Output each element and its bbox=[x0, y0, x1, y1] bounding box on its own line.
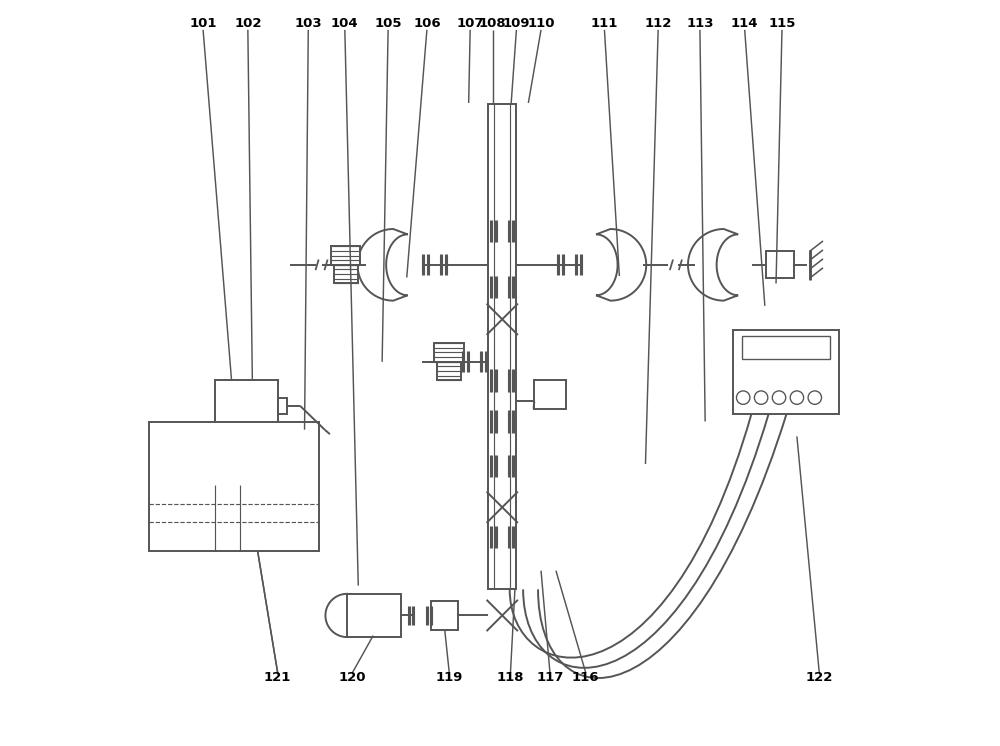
Text: 105: 105 bbox=[374, 17, 402, 31]
Text: 109: 109 bbox=[503, 17, 530, 31]
Text: 101: 101 bbox=[189, 17, 217, 31]
Text: 119: 119 bbox=[436, 671, 463, 684]
Bar bbox=[347, 594, 401, 637]
Text: 118: 118 bbox=[497, 671, 524, 684]
Text: 108: 108 bbox=[479, 17, 506, 31]
Text: 103: 103 bbox=[294, 17, 322, 31]
Text: 122: 122 bbox=[806, 671, 833, 684]
Bar bbox=[534, 380, 566, 409]
Bar bbox=[149, 422, 319, 551]
Bar bbox=[278, 398, 287, 414]
Text: 114: 114 bbox=[731, 17, 758, 31]
Bar bbox=[766, 251, 794, 278]
Text: 110: 110 bbox=[527, 17, 555, 31]
Text: 120: 120 bbox=[339, 671, 366, 684]
Bar bbox=[488, 104, 516, 589]
Text: 117: 117 bbox=[536, 671, 564, 684]
Bar bbox=[431, 601, 458, 630]
Bar bbox=[437, 362, 461, 380]
Text: 121: 121 bbox=[264, 671, 291, 684]
Bar bbox=[334, 265, 358, 283]
Text: 112: 112 bbox=[644, 17, 672, 31]
Bar bbox=[168, 434, 301, 485]
Text: 115: 115 bbox=[768, 17, 796, 31]
Bar bbox=[434, 343, 464, 362]
Text: 106: 106 bbox=[413, 17, 441, 31]
Text: 107: 107 bbox=[456, 17, 484, 31]
Bar bbox=[331, 246, 360, 265]
Text: 116: 116 bbox=[572, 671, 600, 684]
Polygon shape bbox=[688, 229, 738, 301]
Bar bbox=[742, 336, 830, 359]
Bar bbox=[215, 380, 278, 429]
Text: 113: 113 bbox=[686, 17, 714, 31]
Text: 104: 104 bbox=[331, 17, 359, 31]
Bar bbox=[733, 330, 839, 414]
Polygon shape bbox=[358, 229, 408, 301]
Polygon shape bbox=[596, 229, 646, 301]
Text: 111: 111 bbox=[591, 17, 618, 31]
Text: 102: 102 bbox=[234, 17, 262, 31]
